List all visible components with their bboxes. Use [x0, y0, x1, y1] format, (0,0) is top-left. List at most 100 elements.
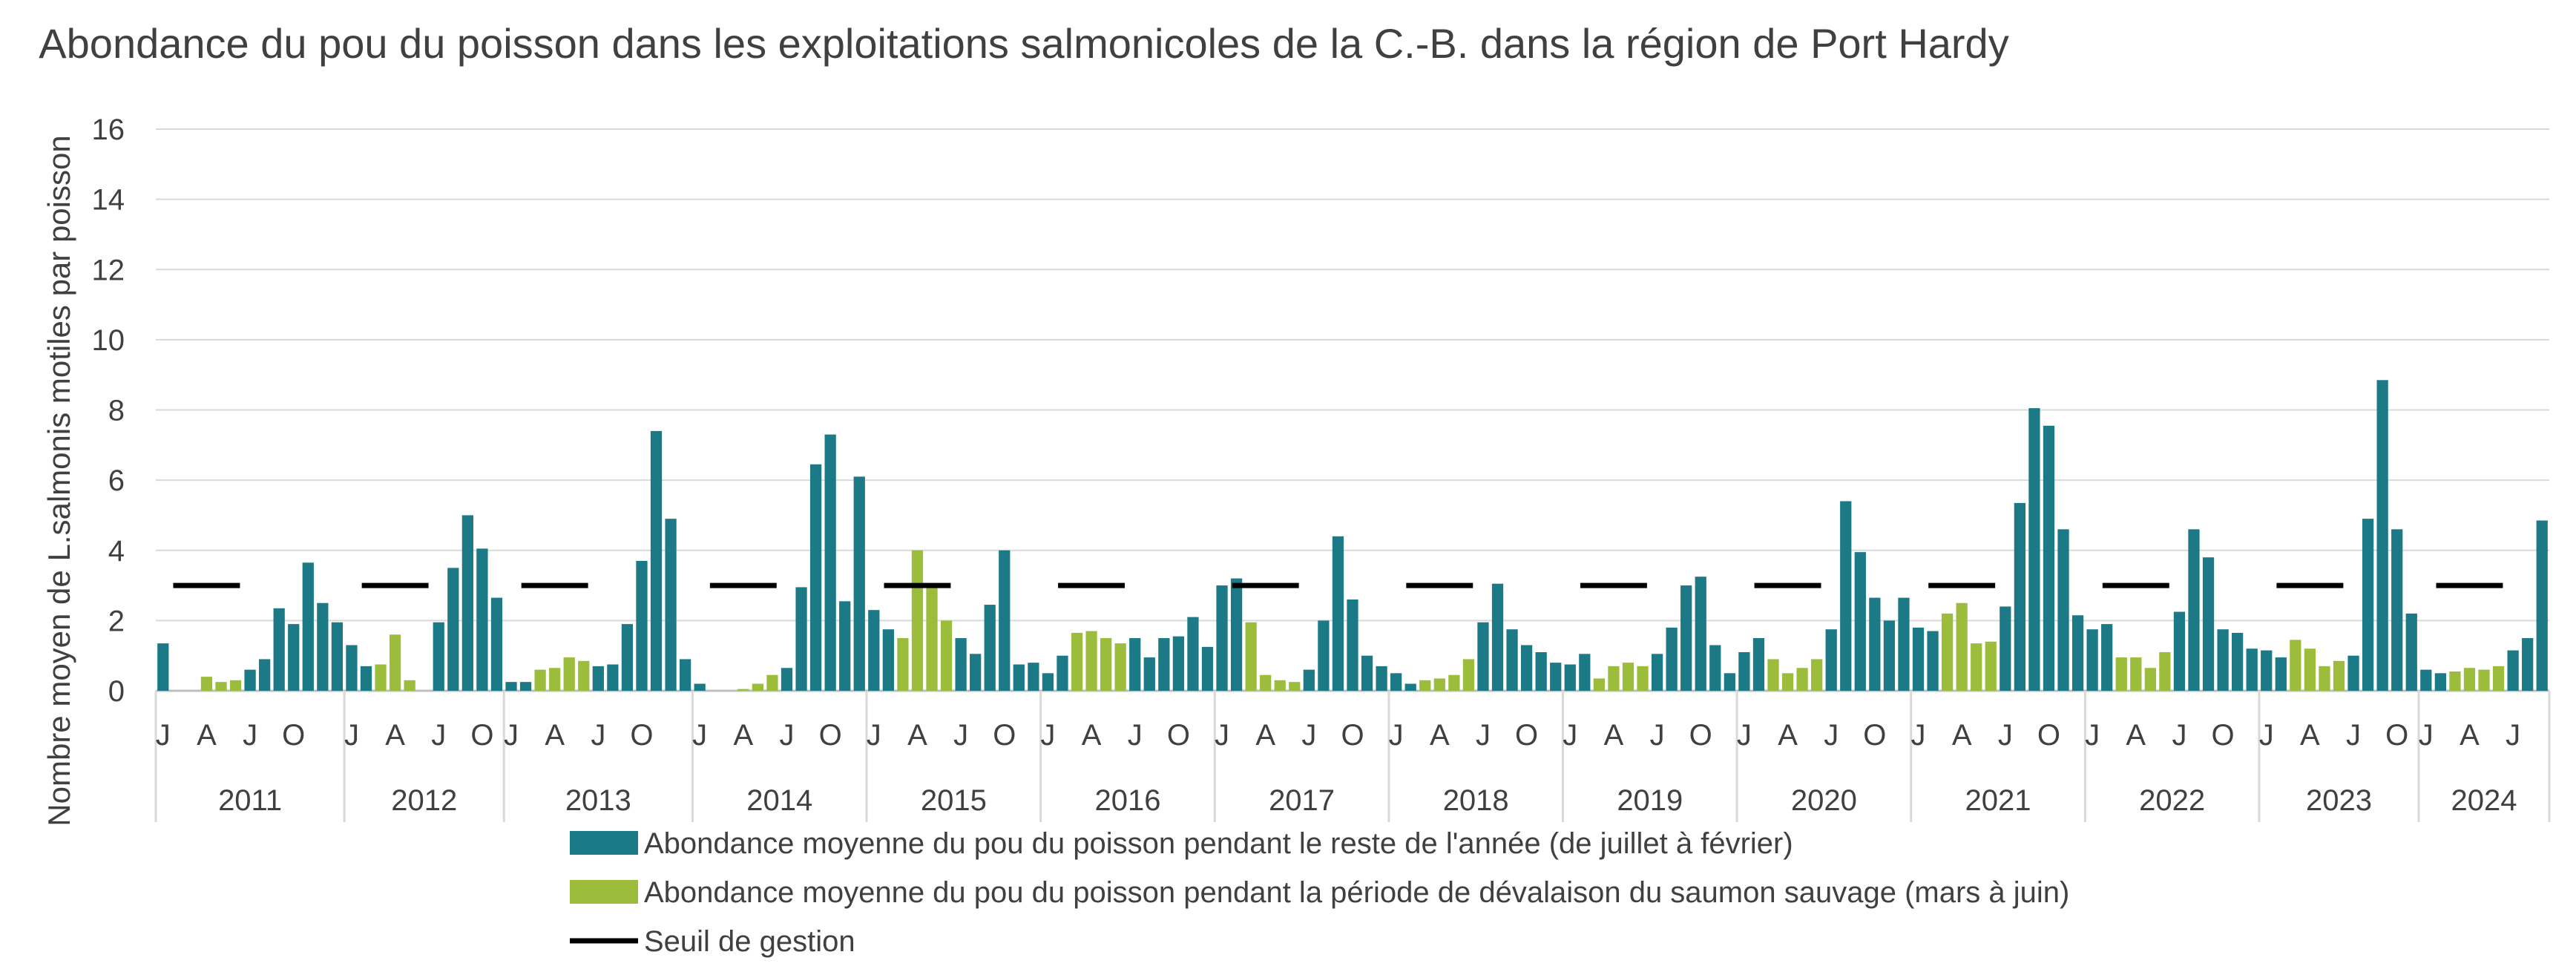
bar-rest-of-year: [2347, 655, 2359, 691]
x-month-tick-label: J: [2506, 719, 2520, 752]
bar-rest-of-year: [1579, 654, 1591, 691]
x-month-tick-label: A: [2126, 719, 2146, 752]
y-tick-label: 8: [108, 395, 125, 427]
bar-rest-of-year: [447, 568, 459, 691]
x-year-label: 2014: [746, 784, 812, 817]
bar-rest-of-year: [1927, 631, 1939, 691]
bar-rest-of-year: [1347, 599, 1358, 691]
bar-rest-of-year: [1825, 629, 1837, 691]
legend-label: Abondance moyenne du pou du poisson pend…: [644, 876, 2069, 909]
x-month-tick-label: J: [1650, 719, 1665, 752]
bar-outmigration: [215, 682, 227, 691]
bar-rest-of-year: [2261, 650, 2273, 691]
bar-rest-of-year: [2202, 557, 2215, 691]
bar-outmigration: [1971, 643, 1982, 691]
bar-rest-of-year: [2507, 650, 2519, 691]
x-month-tick-label: J: [1389, 719, 1404, 752]
x-month-tick-label: O: [2037, 719, 2060, 752]
bar-rest-of-year: [2246, 648, 2258, 691]
bar-rest-of-year: [1129, 638, 1141, 691]
bar-rest-of-year: [853, 476, 865, 691]
y-tick-label: 0: [108, 675, 125, 708]
bar-rest-of-year: [650, 430, 663, 691]
legend-label: Seuil de gestion: [644, 925, 855, 958]
bar-rest-of-year: [2405, 613, 2417, 691]
legend-swatch-rest_of_year: [570, 831, 638, 855]
x-month-tick-label: J: [504, 719, 519, 752]
x-month-tick-label: A: [197, 719, 217, 752]
bar-outmigration: [1114, 643, 1126, 691]
bar-rest-of-year: [621, 624, 634, 691]
bar-outmigration: [2159, 651, 2171, 691]
x-month-tick-label: J: [1824, 719, 1839, 752]
bar-rest-of-year: [2014, 502, 2025, 691]
bar-outmigration: [1956, 602, 1968, 691]
bar-rest-of-year: [1491, 583, 1504, 691]
legend: Abondance moyenne du pou du poisson pend…: [570, 827, 2069, 958]
bar-rest-of-year: [157, 643, 169, 691]
bar-rest-of-year: [1869, 597, 1881, 691]
x-month-tick-label: J: [1301, 719, 1316, 752]
bar-rest-of-year: [1680, 585, 1692, 691]
bar-outmigration: [1071, 632, 1083, 691]
bar-outmigration: [1811, 659, 1823, 691]
bar-rest-of-year: [1564, 664, 1576, 691]
bar-outmigration: [1274, 680, 1286, 691]
bar-rest-of-year: [1158, 638, 1170, 691]
bar-outmigration: [2478, 669, 2490, 691]
x-month-tick-label: J: [2172, 719, 2186, 752]
x-month-tick-label: A: [907, 719, 927, 752]
bar-outmigration: [2130, 657, 2142, 691]
legend-label: Abondance moyenne du pou du poisson pend…: [644, 827, 1793, 860]
bar-outmigration: [1941, 613, 1954, 691]
bar-rest-of-year: [809, 464, 822, 691]
bar-rest-of-year: [476, 548, 488, 691]
bar-rest-of-year: [1376, 666, 1387, 691]
bar-rest-of-year: [433, 622, 444, 691]
bar-outmigration: [404, 680, 415, 691]
y-tick-label: 16: [92, 114, 125, 146]
bar-rest-of-year: [2086, 629, 2098, 691]
bar-rest-of-year: [1332, 536, 1344, 691]
bar-outmigration: [2492, 666, 2505, 691]
bar-rest-of-year: [1666, 627, 1678, 691]
bar-outmigration: [2290, 640, 2301, 691]
bar-outmigration: [1462, 659, 1475, 691]
bar-outmigration: [1767, 659, 1779, 691]
bar-rest-of-year: [1477, 622, 1489, 691]
bar-outmigration: [737, 689, 749, 691]
bar-outmigration: [563, 657, 575, 691]
x-month-tick-label: J: [1998, 719, 2013, 752]
bar-rest-of-year: [317, 602, 329, 691]
bar-rest-of-year: [288, 624, 300, 691]
bar-rest-of-year: [1143, 657, 1155, 691]
x-month-tick-label: J: [1563, 719, 1577, 752]
x-month-tick-label: J: [1911, 719, 1926, 752]
x-month-tick-label: O: [1167, 719, 1190, 752]
bar-rest-of-year: [1042, 673, 1054, 691]
x-month-tick-label: O: [1341, 719, 1364, 752]
bar-rest-of-year: [1303, 669, 1315, 691]
bar-rest-of-year: [1013, 664, 1025, 691]
bar-rest-of-year: [1651, 654, 1663, 691]
bar-rest-of-year: [984, 605, 996, 691]
x-year-label: 2018: [1443, 784, 1509, 817]
x-month-tick-label: J: [2346, 719, 2361, 752]
bar-rest-of-year: [490, 597, 503, 691]
bar-outmigration: [2463, 668, 2476, 691]
bar-outmigration: [2333, 660, 2345, 691]
x-year-label: 2022: [2139, 784, 2205, 817]
bar-outmigration: [897, 638, 909, 691]
bar-rest-of-year: [1898, 597, 1910, 691]
bar-outmigration: [1100, 638, 1112, 691]
x-year-label: 2011: [218, 784, 282, 817]
x-year-label: 2019: [1617, 784, 1683, 817]
bar-rest-of-year: [955, 638, 967, 691]
x-year-label: 2013: [565, 784, 631, 817]
bar-rest-of-year: [505, 682, 517, 691]
bar-rest-of-year: [665, 519, 677, 691]
bar-rest-of-year: [273, 608, 285, 691]
bar-rest-of-year: [519, 682, 532, 691]
